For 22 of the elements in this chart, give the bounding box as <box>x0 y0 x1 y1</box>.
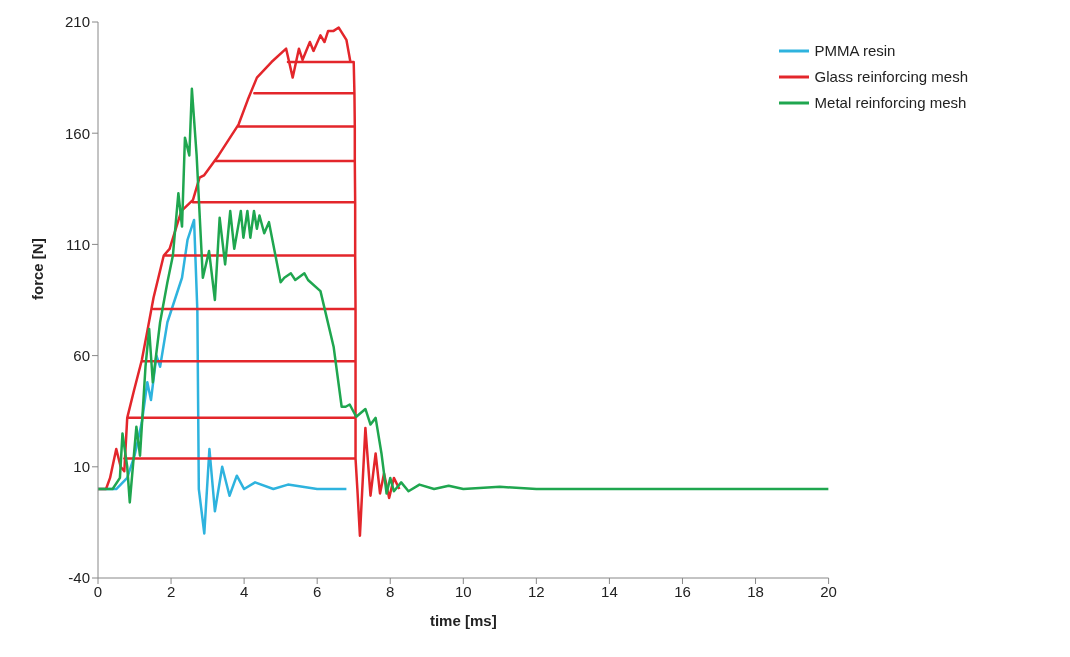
legend-label: Metal reinforcing mesh <box>814 93 967 113</box>
legend-label: PMMA resin <box>814 41 896 61</box>
x-tick-label: 18 <box>747 582 764 600</box>
y-tick-label: 60 <box>73 346 90 364</box>
x-tick-label: 6 <box>313 582 322 600</box>
x-tick-label: 8 <box>386 582 395 600</box>
y-tick-label: -40 <box>68 569 90 587</box>
y-axis-title: force [N] <box>29 238 47 300</box>
x-tick-label: 2 <box>166 582 176 600</box>
y-tick-label: 160 <box>64 124 90 142</box>
x-tick-label: 20 <box>820 582 837 600</box>
x-tick-label: 10 <box>454 582 472 600</box>
legend-label: Glass reinforcing mesh <box>814 67 968 87</box>
x-tick-label: 14 <box>601 582 618 600</box>
y-tick-label: 110 <box>66 235 90 253</box>
y-tick-label: 210 <box>64 13 90 31</box>
x-tick-label: 16 <box>674 582 691 600</box>
x-tick-label: 4 <box>239 582 249 600</box>
y-tick-label: 10 <box>73 458 90 476</box>
x-axis-title: time [ms] <box>429 612 497 629</box>
x-tick-label: 0 <box>93 582 103 600</box>
x-tick-label: 12 <box>528 582 545 600</box>
